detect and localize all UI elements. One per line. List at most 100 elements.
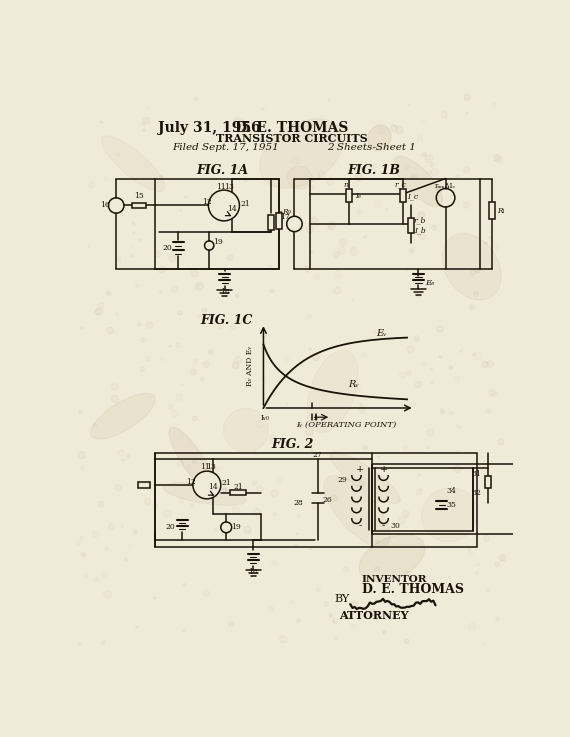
Circle shape <box>418 212 425 219</box>
Circle shape <box>430 368 432 370</box>
Text: 21: 21 <box>274 211 284 219</box>
Text: 12: 12 <box>186 478 196 486</box>
Circle shape <box>316 588 320 592</box>
Circle shape <box>223 488 227 492</box>
Circle shape <box>306 428 314 436</box>
Text: 12: 12 <box>202 198 211 206</box>
Circle shape <box>82 553 86 557</box>
Circle shape <box>160 175 163 179</box>
Circle shape <box>463 167 470 172</box>
Text: D. E. THOMAS: D. E. THOMAS <box>235 122 349 136</box>
Text: r_c: r_c <box>395 181 406 189</box>
Text: 21: 21 <box>241 200 250 208</box>
Circle shape <box>145 498 150 504</box>
Circle shape <box>369 545 372 548</box>
Circle shape <box>78 643 80 646</box>
Text: -: - <box>382 521 385 531</box>
Text: FIG. 1C: FIG. 1C <box>200 315 253 327</box>
Circle shape <box>190 369 197 375</box>
Circle shape <box>404 571 412 578</box>
Circle shape <box>268 265 272 268</box>
Circle shape <box>95 310 101 315</box>
Circle shape <box>475 268 480 273</box>
Circle shape <box>193 416 197 421</box>
Circle shape <box>227 254 233 260</box>
Circle shape <box>133 531 137 534</box>
Circle shape <box>100 121 103 123</box>
Text: I_b: I_b <box>414 226 426 234</box>
Text: 14: 14 <box>208 483 218 492</box>
Text: 19: 19 <box>231 523 241 531</box>
Ellipse shape <box>359 534 425 582</box>
Text: FIG. 1A: FIG. 1A <box>196 164 249 178</box>
Circle shape <box>81 537 83 538</box>
Circle shape <box>116 256 120 261</box>
Text: rₘₙΔIₑ: rₘₙΔIₑ <box>435 182 456 190</box>
Circle shape <box>115 485 121 491</box>
Circle shape <box>304 266 309 270</box>
Text: 18: 18 <box>220 288 230 296</box>
Circle shape <box>139 323 141 326</box>
Circle shape <box>416 292 422 298</box>
Circle shape <box>136 626 137 628</box>
Circle shape <box>312 217 317 223</box>
Circle shape <box>192 459 196 464</box>
Circle shape <box>310 548 312 550</box>
Circle shape <box>328 223 335 230</box>
Bar <box>132 203 146 208</box>
Text: 26: 26 <box>322 495 332 503</box>
Circle shape <box>143 118 149 125</box>
Circle shape <box>306 270 308 273</box>
Circle shape <box>270 289 274 293</box>
Circle shape <box>233 363 239 368</box>
Circle shape <box>489 390 495 395</box>
Bar <box>310 178 481 270</box>
Circle shape <box>193 471 221 499</box>
Circle shape <box>396 127 403 134</box>
Text: FIG. 2: FIG. 2 <box>271 438 314 451</box>
Circle shape <box>329 614 332 617</box>
Text: Iᵥ (OPERATING POINT): Iᵥ (OPERATING POINT) <box>296 421 397 429</box>
Text: D. E. THOMAS: D. E. THOMAS <box>362 583 464 596</box>
Circle shape <box>78 452 85 458</box>
Circle shape <box>203 361 210 368</box>
Text: 21: 21 <box>221 480 231 487</box>
Circle shape <box>377 455 380 458</box>
Circle shape <box>418 474 421 476</box>
Circle shape <box>296 533 299 535</box>
Circle shape <box>310 348 311 350</box>
Text: 14: 14 <box>227 205 237 212</box>
Circle shape <box>369 609 376 616</box>
Bar <box>155 178 279 270</box>
Circle shape <box>229 621 234 626</box>
Circle shape <box>470 304 475 310</box>
Text: Rᵥ: Rᵥ <box>349 380 360 389</box>
Text: INVENTOR: INVENTOR <box>362 575 428 584</box>
Circle shape <box>449 366 453 369</box>
Circle shape <box>127 454 131 458</box>
Circle shape <box>431 225 437 230</box>
Ellipse shape <box>91 394 155 439</box>
Bar <box>268 214 274 230</box>
Circle shape <box>312 354 319 360</box>
Bar <box>276 213 282 228</box>
Circle shape <box>333 621 335 623</box>
Circle shape <box>355 173 363 181</box>
Circle shape <box>235 165 239 170</box>
Text: 32: 32 <box>471 489 482 497</box>
Text: 20: 20 <box>162 244 172 252</box>
Text: Eₑ: Eₑ <box>425 279 435 287</box>
Circle shape <box>125 558 127 560</box>
Bar <box>408 218 414 233</box>
Circle shape <box>96 307 103 315</box>
Text: Filed Sept. 17, 1951: Filed Sept. 17, 1951 <box>172 143 279 153</box>
Circle shape <box>410 248 414 252</box>
Circle shape <box>498 439 504 444</box>
Text: +: + <box>356 465 364 474</box>
Circle shape <box>430 163 434 167</box>
Circle shape <box>311 252 313 254</box>
Circle shape <box>169 255 176 262</box>
Circle shape <box>141 482 149 489</box>
Circle shape <box>473 353 475 356</box>
Circle shape <box>411 174 416 179</box>
